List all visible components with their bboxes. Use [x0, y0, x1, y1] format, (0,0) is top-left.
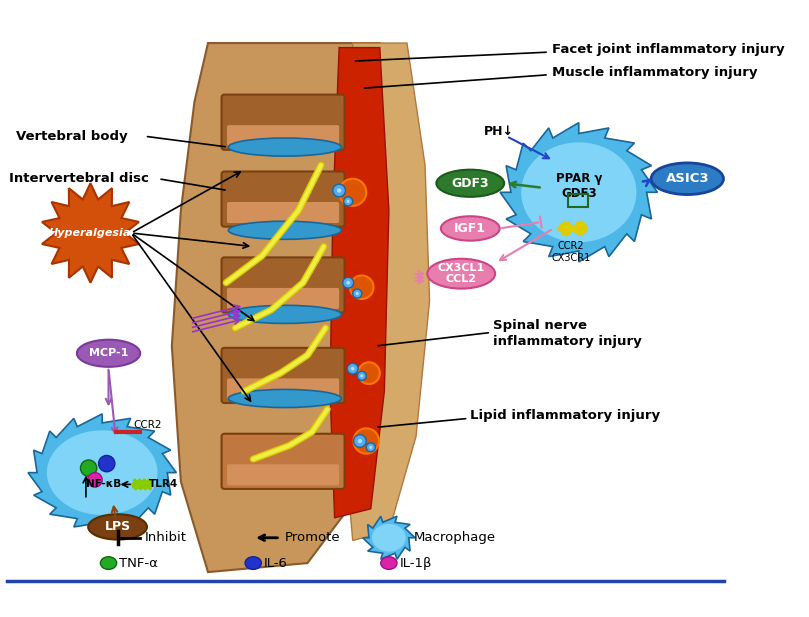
- Text: Spinal nerve
inflammatory injury: Spinal nerve inflammatory injury: [493, 319, 642, 348]
- Text: CX3CL1
CCL2: CX3CL1 CCL2: [438, 263, 485, 284]
- Ellipse shape: [372, 524, 406, 552]
- Circle shape: [356, 292, 359, 295]
- Circle shape: [354, 434, 366, 447]
- Polygon shape: [330, 48, 389, 518]
- Ellipse shape: [245, 557, 261, 569]
- Text: Macrophage: Macrophage: [414, 531, 497, 544]
- Text: CCR2
CX3CR1: CCR2 CX3CR1: [551, 241, 591, 263]
- FancyBboxPatch shape: [227, 125, 339, 146]
- Circle shape: [332, 184, 345, 197]
- Text: Muscle inflammatory injury: Muscle inflammatory injury: [552, 65, 757, 79]
- Ellipse shape: [651, 163, 723, 194]
- Polygon shape: [344, 43, 430, 540]
- Text: ASIC3: ASIC3: [666, 172, 709, 185]
- Polygon shape: [28, 414, 176, 531]
- Text: TNF-α: TNF-α: [120, 557, 159, 569]
- Text: CCR2: CCR2: [133, 420, 163, 429]
- Polygon shape: [500, 123, 658, 262]
- Ellipse shape: [47, 431, 158, 515]
- Circle shape: [337, 188, 341, 193]
- Circle shape: [351, 366, 354, 371]
- FancyBboxPatch shape: [222, 348, 345, 403]
- Ellipse shape: [228, 138, 341, 156]
- Text: IGF1: IGF1: [455, 222, 486, 235]
- Circle shape: [358, 439, 362, 443]
- Text: PPAR γ
GDF3: PPAR γ GDF3: [556, 172, 602, 200]
- Text: TLR4: TLR4: [149, 479, 179, 489]
- Text: LPS: LPS: [104, 520, 130, 534]
- Text: NF-κB: NF-κB: [86, 479, 121, 489]
- Polygon shape: [172, 43, 425, 572]
- Text: Intervertebral disc: Intervertebral disc: [9, 172, 149, 185]
- Circle shape: [360, 375, 363, 378]
- Circle shape: [346, 200, 349, 203]
- Text: Hyperalgesia: Hyperalgesia: [49, 228, 132, 238]
- Text: Lipid inflammatory injury: Lipid inflammatory injury: [470, 409, 660, 422]
- FancyBboxPatch shape: [227, 464, 339, 486]
- Ellipse shape: [436, 170, 504, 197]
- Text: Facet joint inflammatory injury: Facet joint inflammatory injury: [552, 43, 784, 56]
- Polygon shape: [42, 183, 139, 283]
- Circle shape: [347, 363, 358, 374]
- Circle shape: [369, 445, 372, 449]
- Text: MCP-1: MCP-1: [89, 348, 128, 358]
- Ellipse shape: [228, 222, 341, 239]
- Polygon shape: [362, 516, 415, 559]
- Circle shape: [87, 473, 102, 487]
- Circle shape: [358, 371, 366, 381]
- Circle shape: [358, 362, 380, 384]
- Text: Promote: Promote: [285, 531, 341, 544]
- FancyBboxPatch shape: [227, 378, 339, 399]
- Text: GDF3: GDF3: [451, 176, 489, 190]
- FancyBboxPatch shape: [222, 257, 345, 313]
- Text: Inhibit: Inhibit: [145, 531, 187, 544]
- Ellipse shape: [441, 216, 500, 241]
- FancyBboxPatch shape: [222, 434, 345, 489]
- Text: IL-1β: IL-1β: [400, 557, 432, 569]
- Circle shape: [99, 455, 115, 472]
- Ellipse shape: [521, 143, 637, 242]
- Text: IL-6: IL-6: [264, 557, 288, 569]
- Circle shape: [350, 276, 374, 299]
- FancyBboxPatch shape: [222, 172, 345, 226]
- Ellipse shape: [381, 557, 397, 569]
- Circle shape: [346, 281, 350, 284]
- FancyBboxPatch shape: [227, 288, 339, 309]
- Text: Vertebral body: Vertebral body: [16, 130, 128, 143]
- Ellipse shape: [228, 389, 341, 407]
- Circle shape: [354, 428, 379, 453]
- Ellipse shape: [100, 557, 116, 569]
- Ellipse shape: [88, 514, 147, 539]
- FancyBboxPatch shape: [222, 94, 345, 150]
- Circle shape: [366, 443, 375, 452]
- Ellipse shape: [228, 305, 341, 323]
- Circle shape: [353, 289, 362, 298]
- Circle shape: [80, 460, 97, 476]
- Circle shape: [343, 277, 354, 288]
- Ellipse shape: [77, 340, 140, 367]
- Text: PH↓: PH↓: [484, 125, 514, 138]
- Ellipse shape: [427, 259, 495, 289]
- Circle shape: [344, 197, 353, 206]
- Circle shape: [339, 179, 366, 206]
- FancyBboxPatch shape: [227, 202, 339, 223]
